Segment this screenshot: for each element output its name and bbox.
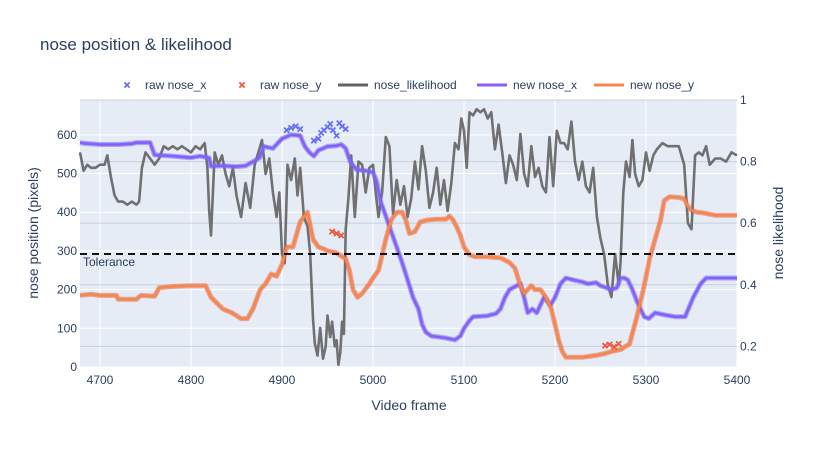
marker-stroke [310,137,318,144]
series-raw-nose-y-marker [328,228,336,235]
axes: 4700 4800 4900 5000 5100 5200 5300 5400 0 100 200 3… [57,93,757,387]
y2-axis-label: nose likelihood [770,187,786,280]
legend-label: nose_likelihood [374,78,457,92]
x-tick-label: 4700 [87,373,114,387]
legend-item[interactable]: raw nose_y [238,78,321,92]
x-tick-label: 4900 [269,373,296,387]
marker-stroke [606,341,613,348]
series-raw-nose-x-marker [333,132,340,139]
x-tick-label: 5300 [633,373,660,387]
series-raw-nose-y-marker [610,343,618,351]
y2-tick-label: 0.2 [740,339,757,353]
legend-label: new nose_x [513,78,577,92]
series-raw-nose-y-marker [337,232,345,239]
legend-marker [238,81,246,89]
legend-label: raw nose_x [145,78,206,92]
y2-tick-label: 0.4 [740,278,757,292]
marker-stroke [123,81,131,89]
y2-tick-label: 1 [740,93,747,107]
series-raw-nose-y-marker [601,342,609,349]
marker-stroke [328,228,336,235]
series-raw-nose-x-marker [315,135,322,142]
chart-title: nose position & likelihood [40,35,232,54]
y-tick-label: 100 [57,321,77,335]
y-tick-label: 0 [70,360,77,374]
marker-stroke [601,342,609,349]
series-raw-nose-x-marker [327,120,334,128]
y-tick-label: 200 [57,283,77,297]
marker-stroke [610,343,618,351]
x-tick-label: 4800 [178,373,205,387]
tolerance-label: Tolerance [83,255,135,269]
x-tick-label: 5400 [724,373,751,387]
legend-label: raw nose_y [260,78,321,92]
legend-label: new nose_y [630,78,694,92]
series-raw-nose-y-marker [333,230,340,237]
y-tick-label: 600 [57,128,77,142]
marker-stroke [287,124,295,132]
series-raw-nose-x-marker [342,125,349,133]
marker-stroke [336,120,343,127]
y-tick-label: 500 [57,167,77,181]
marker-stroke [333,132,340,139]
y2-tick-label: 0.8 [740,155,757,169]
legend-item[interactable]: nose_likelihood [338,78,457,92]
series-new-nose-y-line [79,195,737,359]
series-raw-nose-y-marker [606,341,613,348]
y-tick-label: 400 [57,205,77,219]
legend-item[interactable]: raw nose_x [123,78,206,92]
series-raw-nose-x-marker [287,124,295,132]
series-raw-nose-x-marker [297,125,304,133]
marker-stroke [333,230,340,237]
series-raw-nose-x-marker [310,137,318,144]
x-tick-label: 5000 [360,373,387,387]
x-axis-label: Video frame [371,397,446,413]
marker-stroke [615,340,622,347]
series-raw-nose-x-marker [292,123,299,130]
x-tick-label: 5100 [451,373,478,387]
series-raw-nose-x-marker [329,126,337,134]
marker-stroke [327,120,334,128]
x-tick-label: 5200 [542,373,569,387]
marker-stroke [238,81,246,89]
y2-tick-label: 0.6 [740,216,757,230]
marker-stroke [338,123,346,130]
legend-item[interactable]: new nose_y [594,78,694,92]
series-raw-nose-x-marker [283,126,290,134]
marker-stroke [297,125,304,133]
series-layer [78,107,738,367]
legend-marker [123,81,131,89]
marker-stroke [283,126,290,134]
marker-stroke [329,126,337,134]
series-new-nose-x-line [79,133,737,342]
y-axis-label: nose position (pixels) [25,167,41,299]
legend-item[interactable]: new nose_x [477,78,577,92]
marker-stroke [342,125,349,133]
series-raw-nose-y-marker [615,340,622,347]
marker-stroke [292,123,299,130]
y-tick-label: 300 [57,244,77,258]
marker-stroke [337,232,345,239]
marker-stroke [315,135,322,142]
legend[interactable]: raw nose_x raw nose_y nose_likelihood new n… [123,78,694,92]
